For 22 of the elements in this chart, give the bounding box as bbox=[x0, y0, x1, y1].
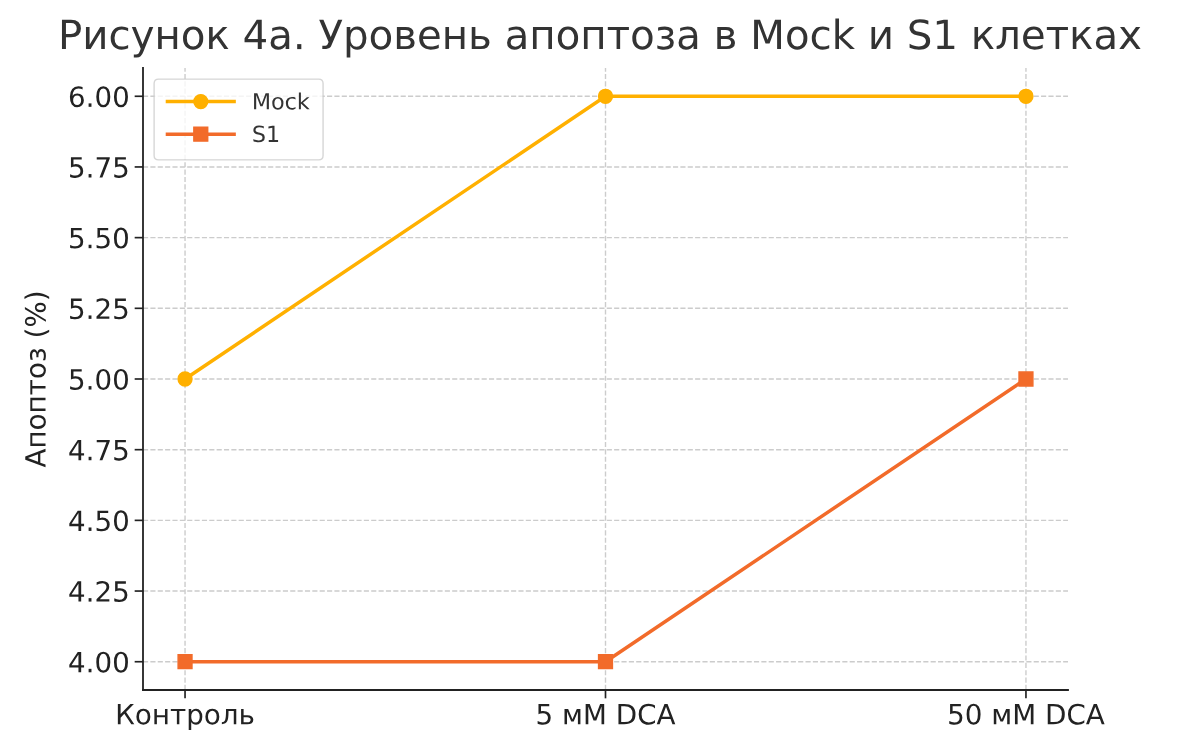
y-tick-label: 4.00 bbox=[69, 651, 128, 673]
point bbox=[597, 654, 614, 670]
y-tick-label: 4.50 bbox=[69, 510, 128, 532]
point bbox=[177, 371, 193, 387]
x-tick-label: 5 мМ DCA bbox=[537, 703, 676, 725]
point bbox=[1018, 371, 1034, 387]
y-tick-label: 5.50 bbox=[70, 227, 128, 249]
y-tick-label: 4.75 bbox=[69, 439, 128, 461]
chart-title: Рисунок 4a. Уровень апоптоза в Mock и S1 клетках bbox=[61, 18, 1141, 58]
point bbox=[1018, 88, 1034, 104]
point bbox=[597, 88, 614, 104]
y-tick-label: 5.75 bbox=[70, 157, 128, 178]
y-tick-label: 5.00 bbox=[70, 368, 128, 390]
legend-label: Mock bbox=[254, 92, 310, 110]
y-tick-label: 6.00 bbox=[69, 86, 128, 108]
x-tick-label: Контроль bbox=[117, 704, 254, 731]
legend-label: S1 bbox=[253, 125, 279, 143]
x-tick-label: 50 мМ DCA bbox=[949, 703, 1105, 725]
y-axis-title: Апоптоз (%) bbox=[24, 292, 50, 468]
y-tick-label: 4.25 bbox=[69, 580, 128, 602]
y-tick-label: 5.25 bbox=[70, 298, 128, 320]
point bbox=[177, 654, 193, 670]
